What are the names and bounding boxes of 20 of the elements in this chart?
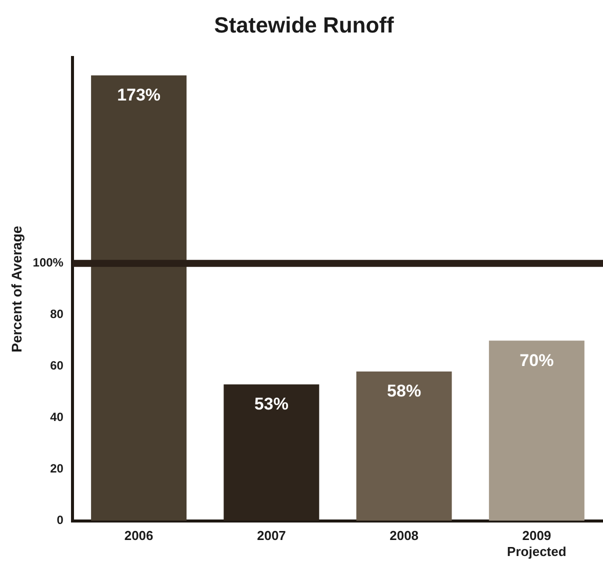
bar xyxy=(224,384,320,521)
y-tick-label: 20 xyxy=(50,462,64,476)
x-tick-label: 2007 xyxy=(256,528,286,544)
bar xyxy=(356,371,452,521)
data-label: 53% xyxy=(254,394,288,414)
y-tick-label: 40 xyxy=(50,410,64,424)
x-tick-label: 2006 xyxy=(124,528,154,544)
bar xyxy=(488,340,584,521)
data-label: 70% xyxy=(520,350,554,370)
chart-title: Statewide Runoff xyxy=(214,12,394,38)
y-tick-label: 80 xyxy=(50,307,64,322)
data-label: 58% xyxy=(387,382,422,401)
data-label: 173% xyxy=(117,86,161,105)
bar xyxy=(91,75,187,521)
y-tick-label: 60 xyxy=(50,358,64,373)
y-tick-label: 0 xyxy=(56,513,64,528)
x-tick-label: 2008 xyxy=(390,528,419,544)
y-axis-title: Percent of Average xyxy=(8,226,24,352)
x-tick-label: 2009 Projected xyxy=(507,528,566,559)
y-tick-label: 100% xyxy=(32,256,64,270)
